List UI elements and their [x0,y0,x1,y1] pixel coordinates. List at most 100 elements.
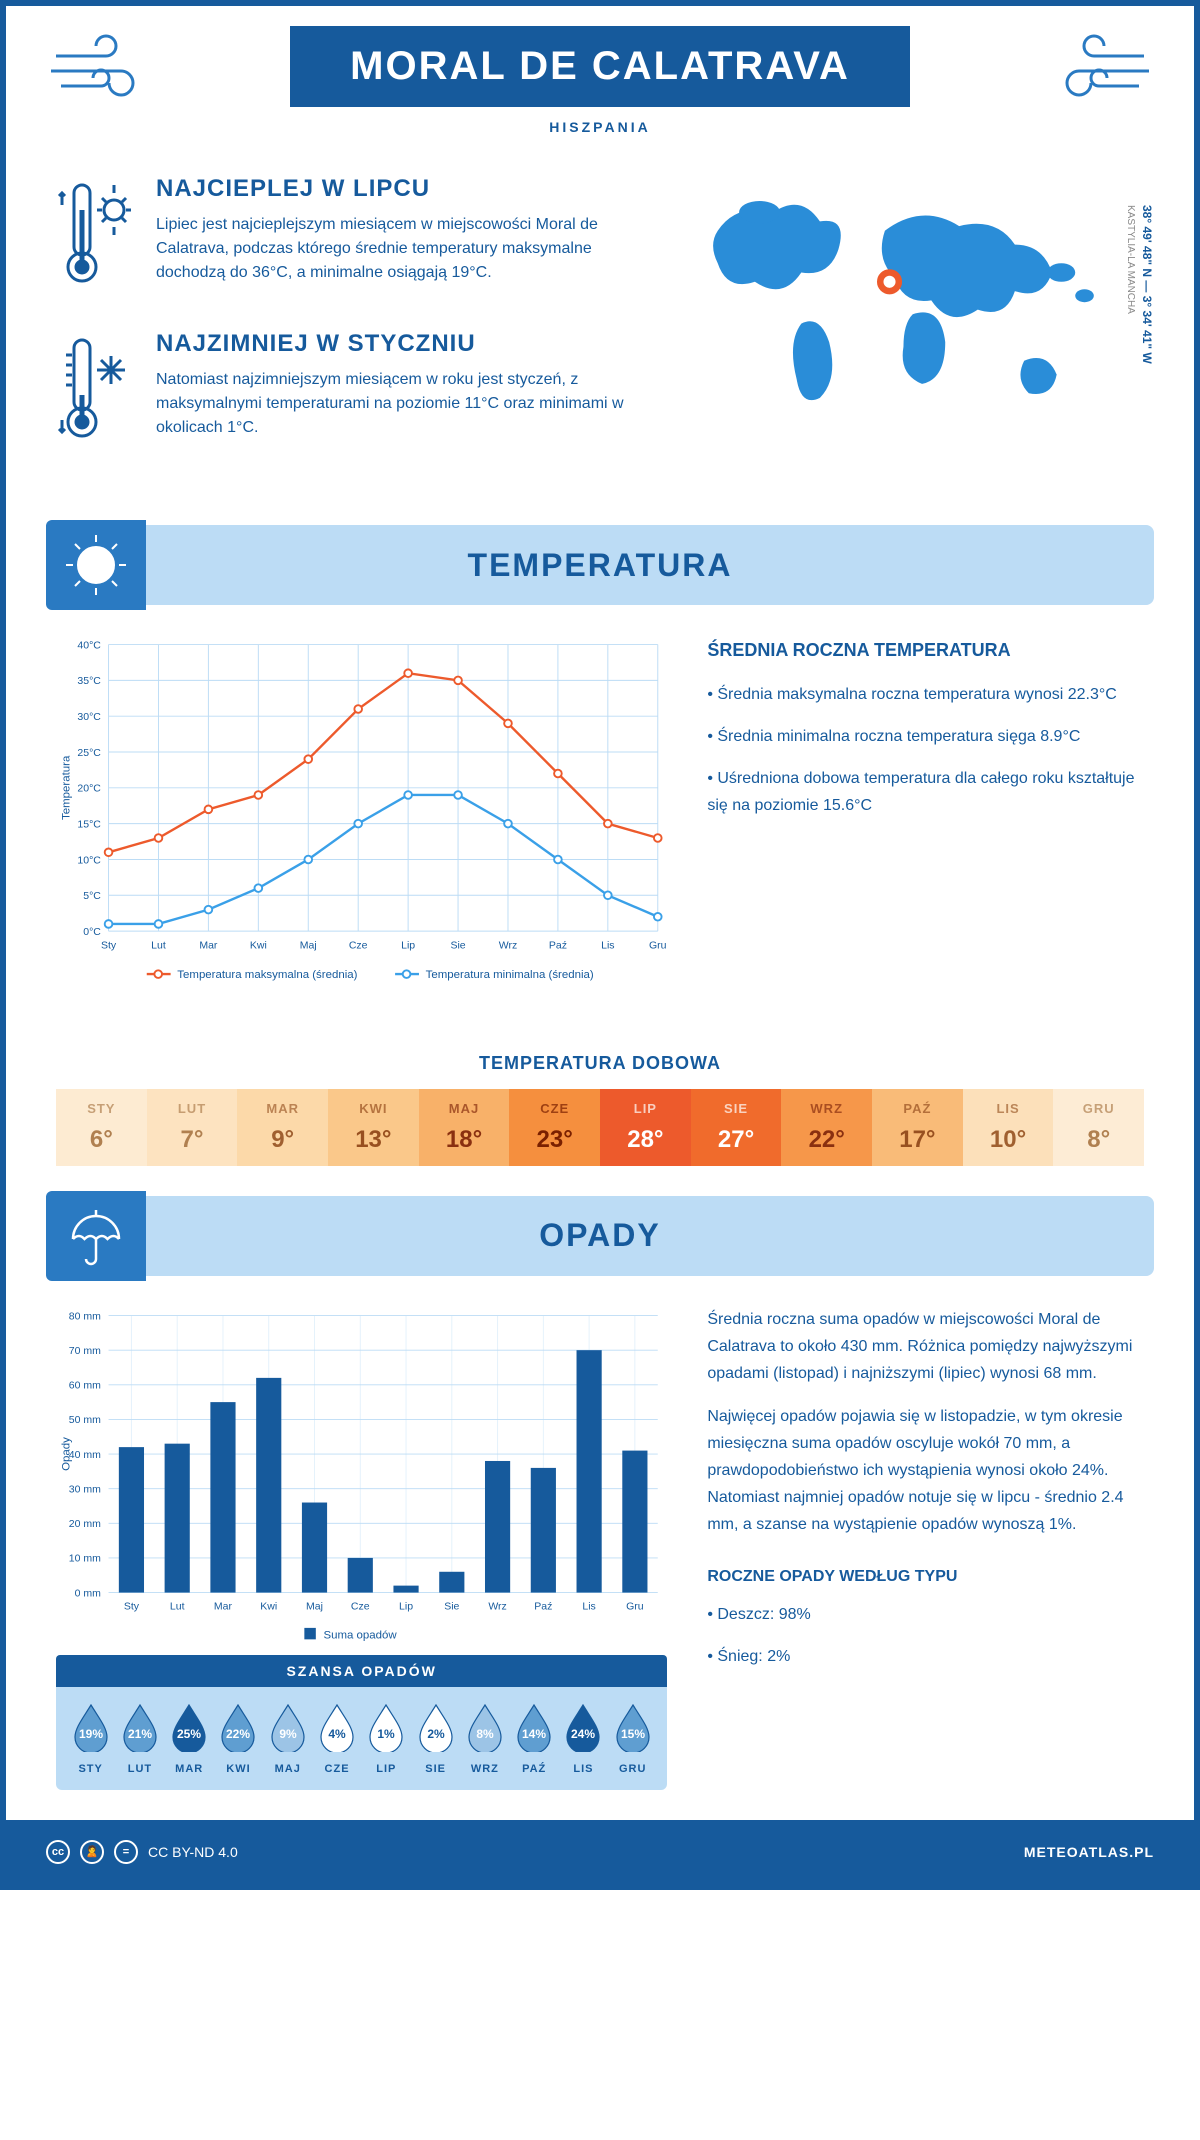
hot-text: Lipiec jest najcieplejszym miesiącem w m… [156,213,633,285]
temp-cell: GRU8° [1053,1089,1144,1166]
world-map-icon [663,175,1144,435]
svg-text:Temperatura: Temperatura [60,755,72,820]
cc-icon: cc [46,1840,70,1864]
svg-text:0°C: 0°C [83,926,101,938]
nd-icon: = [114,1840,138,1864]
hot-title: NAJCIEPLEJ W LIPCU [156,175,633,203]
license-label: CC BY-ND 4.0 [148,1844,238,1860]
precip-info-p1: Średnia roczna suma opadów w miejscowośc… [707,1306,1144,1388]
svg-text:Lis: Lis [582,1601,595,1613]
svg-text:Lut: Lut [170,1601,185,1613]
map-panel: 38° 49' 48" N — 3° 34' 41" W KASTYLIA-LA… [663,175,1144,485]
daily-temp-strip: STY6°LUT7°MAR9°KWI13°MAJ18°CZE23°LIP28°S… [56,1089,1144,1166]
temp-cell: LIP28° [600,1089,691,1166]
wind-deco-right-icon [1034,26,1154,120]
temperature-line-chart: 0°C5°C10°C15°C20°C25°C30°C35°C40°CStyLut… [56,635,667,998]
svg-text:30 mm: 30 mm [69,1483,101,1495]
drop-item: 1% LIP [362,1702,411,1775]
svg-text:21%: 21% [128,1727,152,1741]
precip-section-head: OPADY [46,1196,1154,1276]
svg-text:Kwi: Kwi [250,939,267,951]
svg-text:9%: 9% [279,1727,297,1741]
cold-block: NAJZIMNIEJ W STYCZNIU Natomiast najzimni… [56,330,633,455]
drops-panel: SZANSA OPADÓW 19% STY 21% LUT 25% MAR 22… [56,1655,667,1790]
drop-item: 2% SIE [411,1702,460,1775]
svg-text:Lip: Lip [399,1601,413,1613]
svg-text:70 mm: 70 mm [69,1345,101,1357]
temp-cell: CZE23° [509,1089,600,1166]
svg-text:14%: 14% [522,1727,546,1741]
svg-text:Suma opadów: Suma opadów [323,1629,397,1641]
temp-info-title: ŚREDNIA ROCZNA TEMPERATURA [707,635,1144,666]
svg-text:5°C: 5°C [83,890,101,902]
precip-info-p2: Najwięcej opadów pojawia się w listopadz… [707,1403,1144,1539]
svg-text:8%: 8% [476,1727,494,1741]
temp-info-bullet: • Uśredniona dobowa temperatura dla całe… [707,765,1144,819]
svg-text:60 mm: 60 mm [69,1380,101,1392]
hot-block: NAJCIEPLEJ W LIPCU Lipiec jest najcieple… [56,175,633,300]
location-marker-icon [880,273,899,292]
temp-cell: PAŹ17° [872,1089,963,1166]
temp-cell: WRZ22° [781,1089,872,1166]
svg-text:Gru: Gru [626,1601,644,1613]
svg-text:Maj: Maj [300,939,317,951]
svg-text:24%: 24% [571,1727,595,1741]
infographic-frame: MORAL DE CALATRAVA HISZPANIA NAJCIEPLEJ … [0,0,1200,1890]
temp-cell: STY6° [56,1089,147,1166]
svg-text:Sie: Sie [450,939,465,951]
wind-deco-left-icon [46,26,166,120]
svg-text:35°C: 35°C [77,675,101,687]
temp-cell: LIS10° [963,1089,1054,1166]
temp-cell: KWI13° [328,1089,419,1166]
drop-item: 25% MAR [165,1702,214,1775]
temperature-title: TEMPERATURA [468,547,733,584]
temp-cell: LUT7° [147,1089,238,1166]
drop-item: 15% GRU [608,1702,657,1775]
svg-text:15°C: 15°C [77,818,101,830]
temp-cell: MAJ18° [419,1089,510,1166]
precip-info: Średnia roczna suma opadów w miejscowośc… [707,1306,1144,1790]
svg-text:Mar: Mar [199,939,218,951]
temp-cell: MAR9° [237,1089,328,1166]
svg-text:0 mm: 0 mm [75,1587,102,1599]
svg-text:40°C: 40°C [77,639,101,651]
temperature-section-head: TEMPERATURA [46,525,1154,605]
svg-text:1%: 1% [378,1727,396,1741]
svg-text:Sie: Sie [444,1601,459,1613]
cold-text: Natomiast najzimniejszym miesiącem w rok… [156,368,633,440]
drop-item: 21% LUT [115,1702,164,1775]
page-subtitle: HISZPANIA [6,119,1194,135]
svg-text:Temperatura minimalna (średnia: Temperatura minimalna (średnia) [426,969,594,981]
drop-item: 22% KWI [214,1702,263,1775]
drop-item: 4% CZE [312,1702,361,1775]
drop-item: 8% WRZ [460,1702,509,1775]
temp-cell: SIE27° [691,1089,782,1166]
svg-text:80 mm: 80 mm [69,1310,101,1322]
svg-text:Sty: Sty [124,1601,140,1613]
header: MORAL DE CALATRAVA HISZPANIA [6,6,1194,145]
temperature-info: ŚREDNIA ROCZNA TEMPERATURA • Średnia mak… [707,635,1144,1003]
svg-text:40 mm: 40 mm [69,1449,101,1461]
drop-item: 9% MAJ [263,1702,312,1775]
svg-text:Temperatura maksymalna (średni: Temperatura maksymalna (średnia) [177,969,357,981]
temperature-content: 0°C5°C10°C15°C20°C25°C30°C35°C40°CStyLut… [6,635,1194,1033]
site-label: METEOATLAS.PL [1024,1844,1154,1860]
svg-text:20 mm: 20 mm [69,1518,101,1530]
page-title: MORAL DE CALATRAVA [290,26,910,107]
drop-item: 19% STY [66,1702,115,1775]
svg-text:Paź: Paź [534,1601,552,1613]
svg-text:Wrz: Wrz [499,939,517,951]
svg-text:19%: 19% [79,1727,103,1741]
drop-item: 24% LIS [559,1702,608,1775]
svg-text:50 mm: 50 mm [69,1414,101,1426]
svg-text:22%: 22% [226,1727,250,1741]
thermometer-cold-icon [56,330,136,455]
intro-row: NAJCIEPLEJ W LIPCU Lipiec jest najcieple… [6,145,1194,505]
svg-text:4%: 4% [328,1727,346,1741]
svg-text:Lut: Lut [151,939,166,951]
svg-text:Cze: Cze [349,939,368,951]
svg-text:25°C: 25°C [77,747,101,759]
svg-text:Lis: Lis [601,939,614,951]
svg-text:Lip: Lip [401,939,415,951]
precip-title: OPADY [539,1217,660,1254]
